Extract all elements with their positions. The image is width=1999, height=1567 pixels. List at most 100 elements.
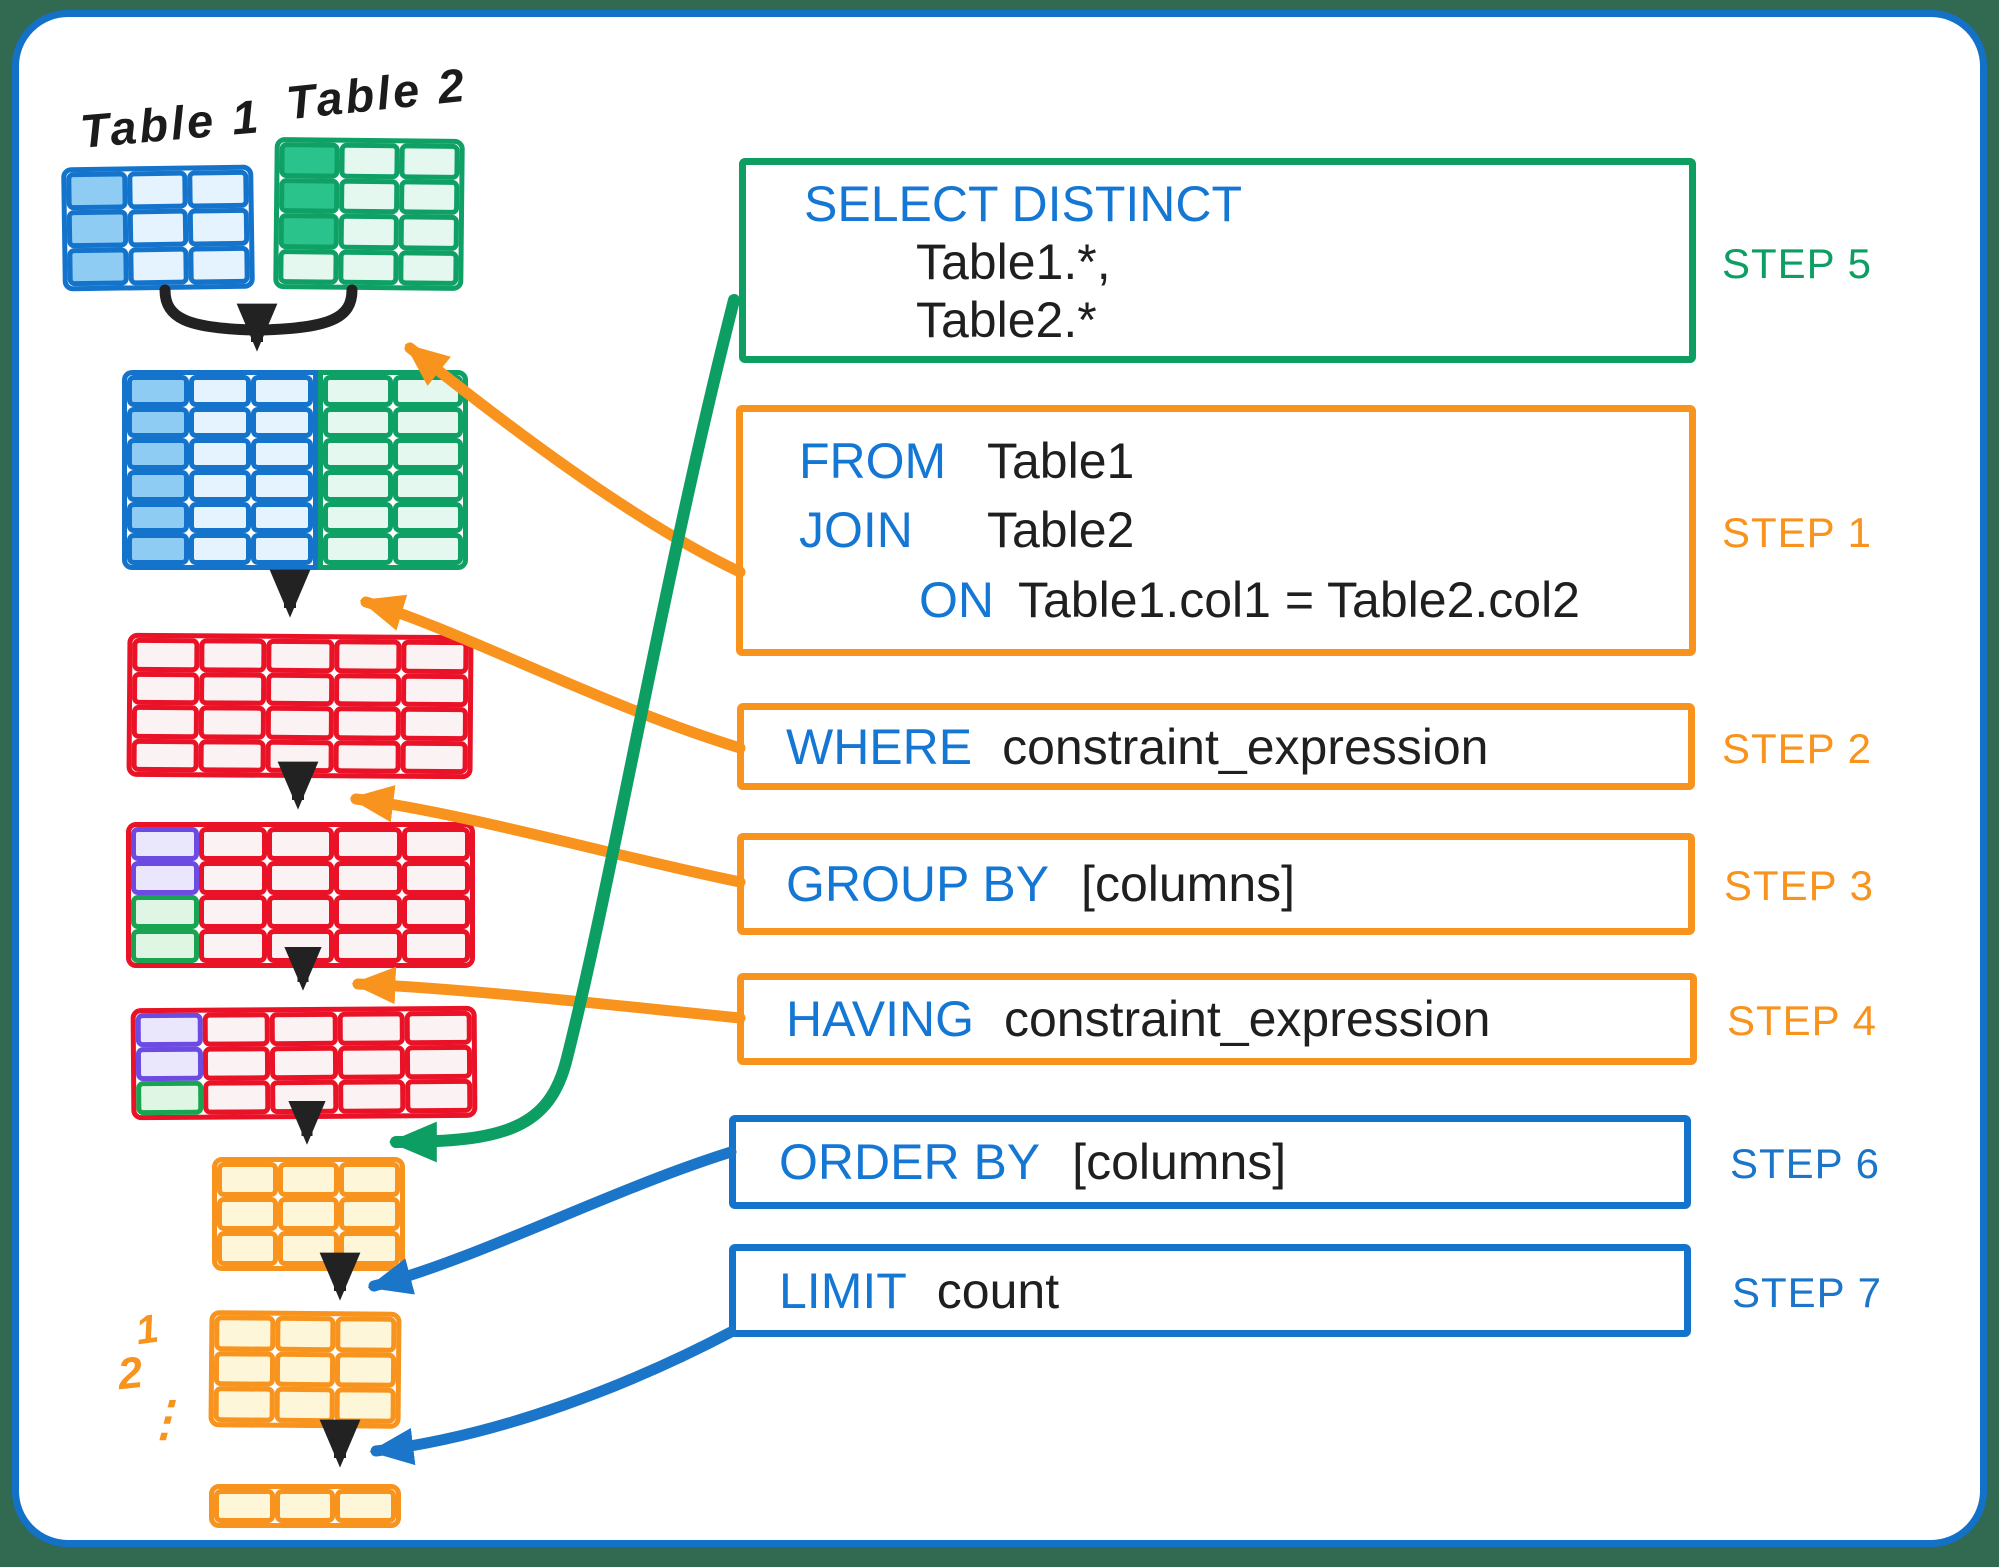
table-cell [251,406,313,439]
table-cell [323,501,393,534]
table-cell [335,1489,396,1523]
table-cell [274,1387,336,1424]
table-cell [398,249,459,286]
table-cell [404,1010,472,1046]
table-cell [339,1162,400,1197]
table-cell [274,1351,336,1388]
table-cell [203,1080,271,1115]
table-cell [188,207,250,247]
on-condition: Table1.col1 = Table2.col2 [1018,572,1580,629]
table-cell [338,249,399,286]
join-table: Table2 [987,502,1135,559]
from-keyword: FROM [799,432,947,489]
table-cell [335,1351,397,1389]
table-cell [136,1080,204,1116]
joined-table-blue-part [122,370,318,570]
table-cell [217,1162,278,1197]
table-cell [323,406,393,439]
table-cell [189,501,251,534]
table-cell [266,672,334,707]
table-cell [400,706,468,741]
table-cell [323,375,393,407]
table-cell [135,1046,204,1082]
table-cell [67,247,129,287]
step3-label: STEP 3 [1724,862,1874,909]
where-keyword: WHERE [786,718,973,775]
table-cell [334,861,403,895]
limit-count: count [936,1262,1060,1319]
step1-label: STEP 1 [1722,509,1872,556]
group-by-keyword: GROUP BY [786,856,1050,912]
table-cell [203,1046,271,1081]
table-cell [198,861,267,895]
table-cell [323,533,393,565]
table-cell [131,929,199,963]
having-table [130,1005,478,1121]
table-cell [279,142,340,179]
table-cell [337,1045,405,1080]
table-cell [402,929,470,963]
table-cell [251,501,313,534]
limit-keyword: LIMIT [779,1262,907,1319]
table-cell [131,861,199,895]
table-cell [278,213,340,250]
filtered-table [126,632,474,780]
table-cell [131,704,200,739]
table-cell [198,827,267,861]
table-cell [135,1012,204,1048]
table2-grid [273,137,465,291]
table-cell [199,671,267,706]
table-cell [393,533,463,565]
table-cell [270,1045,338,1081]
table-cell [333,672,402,707]
table-cell [393,501,463,534]
table-cell [334,929,403,963]
table-cell [334,827,403,861]
row-number-ellipsis: ⋮ [140,1393,188,1446]
table-cell [337,1011,405,1046]
ordered-table [208,1310,402,1429]
step4-label: STEP 4 [1727,997,1877,1044]
table-cell [270,1079,338,1115]
table-cell [198,705,267,740]
table-cell [127,469,189,502]
select-distinct-box: SELECT DISTINCT Table1.*, Table2.* [739,158,1696,363]
table-cell [213,1350,275,1388]
table1-grid [61,164,255,292]
table-cell [66,209,128,249]
table-cell [334,895,403,929]
table-cell [401,639,469,674]
table-cell [189,375,251,407]
table-cell [127,533,189,565]
table-cell [251,375,313,407]
table-cell [198,895,267,929]
table-cell [278,1162,339,1197]
table-cell [266,895,335,929]
table-cell [339,1231,400,1266]
table-cell [189,438,251,470]
table-cell [402,895,470,929]
table-cell [217,1231,278,1266]
table-cell [217,1196,278,1232]
table-cell [189,469,251,502]
group-by-columns: [columns] [1081,856,1296,912]
table-cell [198,738,267,773]
step2-label: STEP 2 [1722,725,1872,772]
table-cell [127,501,189,534]
from-table: Table1 [987,432,1135,489]
table-cell [335,1316,397,1353]
step5-label: STEP 5 [1722,240,1872,287]
order-by-box: ORDER BY [columns] [729,1115,1691,1209]
group-by-box: GROUP BY [columns] [737,833,1695,935]
table-cell [398,178,460,215]
order-by-keyword: ORDER BY [779,1134,1041,1190]
table-cell [131,895,199,929]
limited-table [209,1484,401,1528]
table-cell [266,638,335,673]
table-cell [333,706,401,741]
table-cell [274,1315,336,1352]
table-cell [393,375,463,407]
grouped-table [126,822,475,968]
table-cell [339,142,400,179]
table-cell [189,406,251,439]
